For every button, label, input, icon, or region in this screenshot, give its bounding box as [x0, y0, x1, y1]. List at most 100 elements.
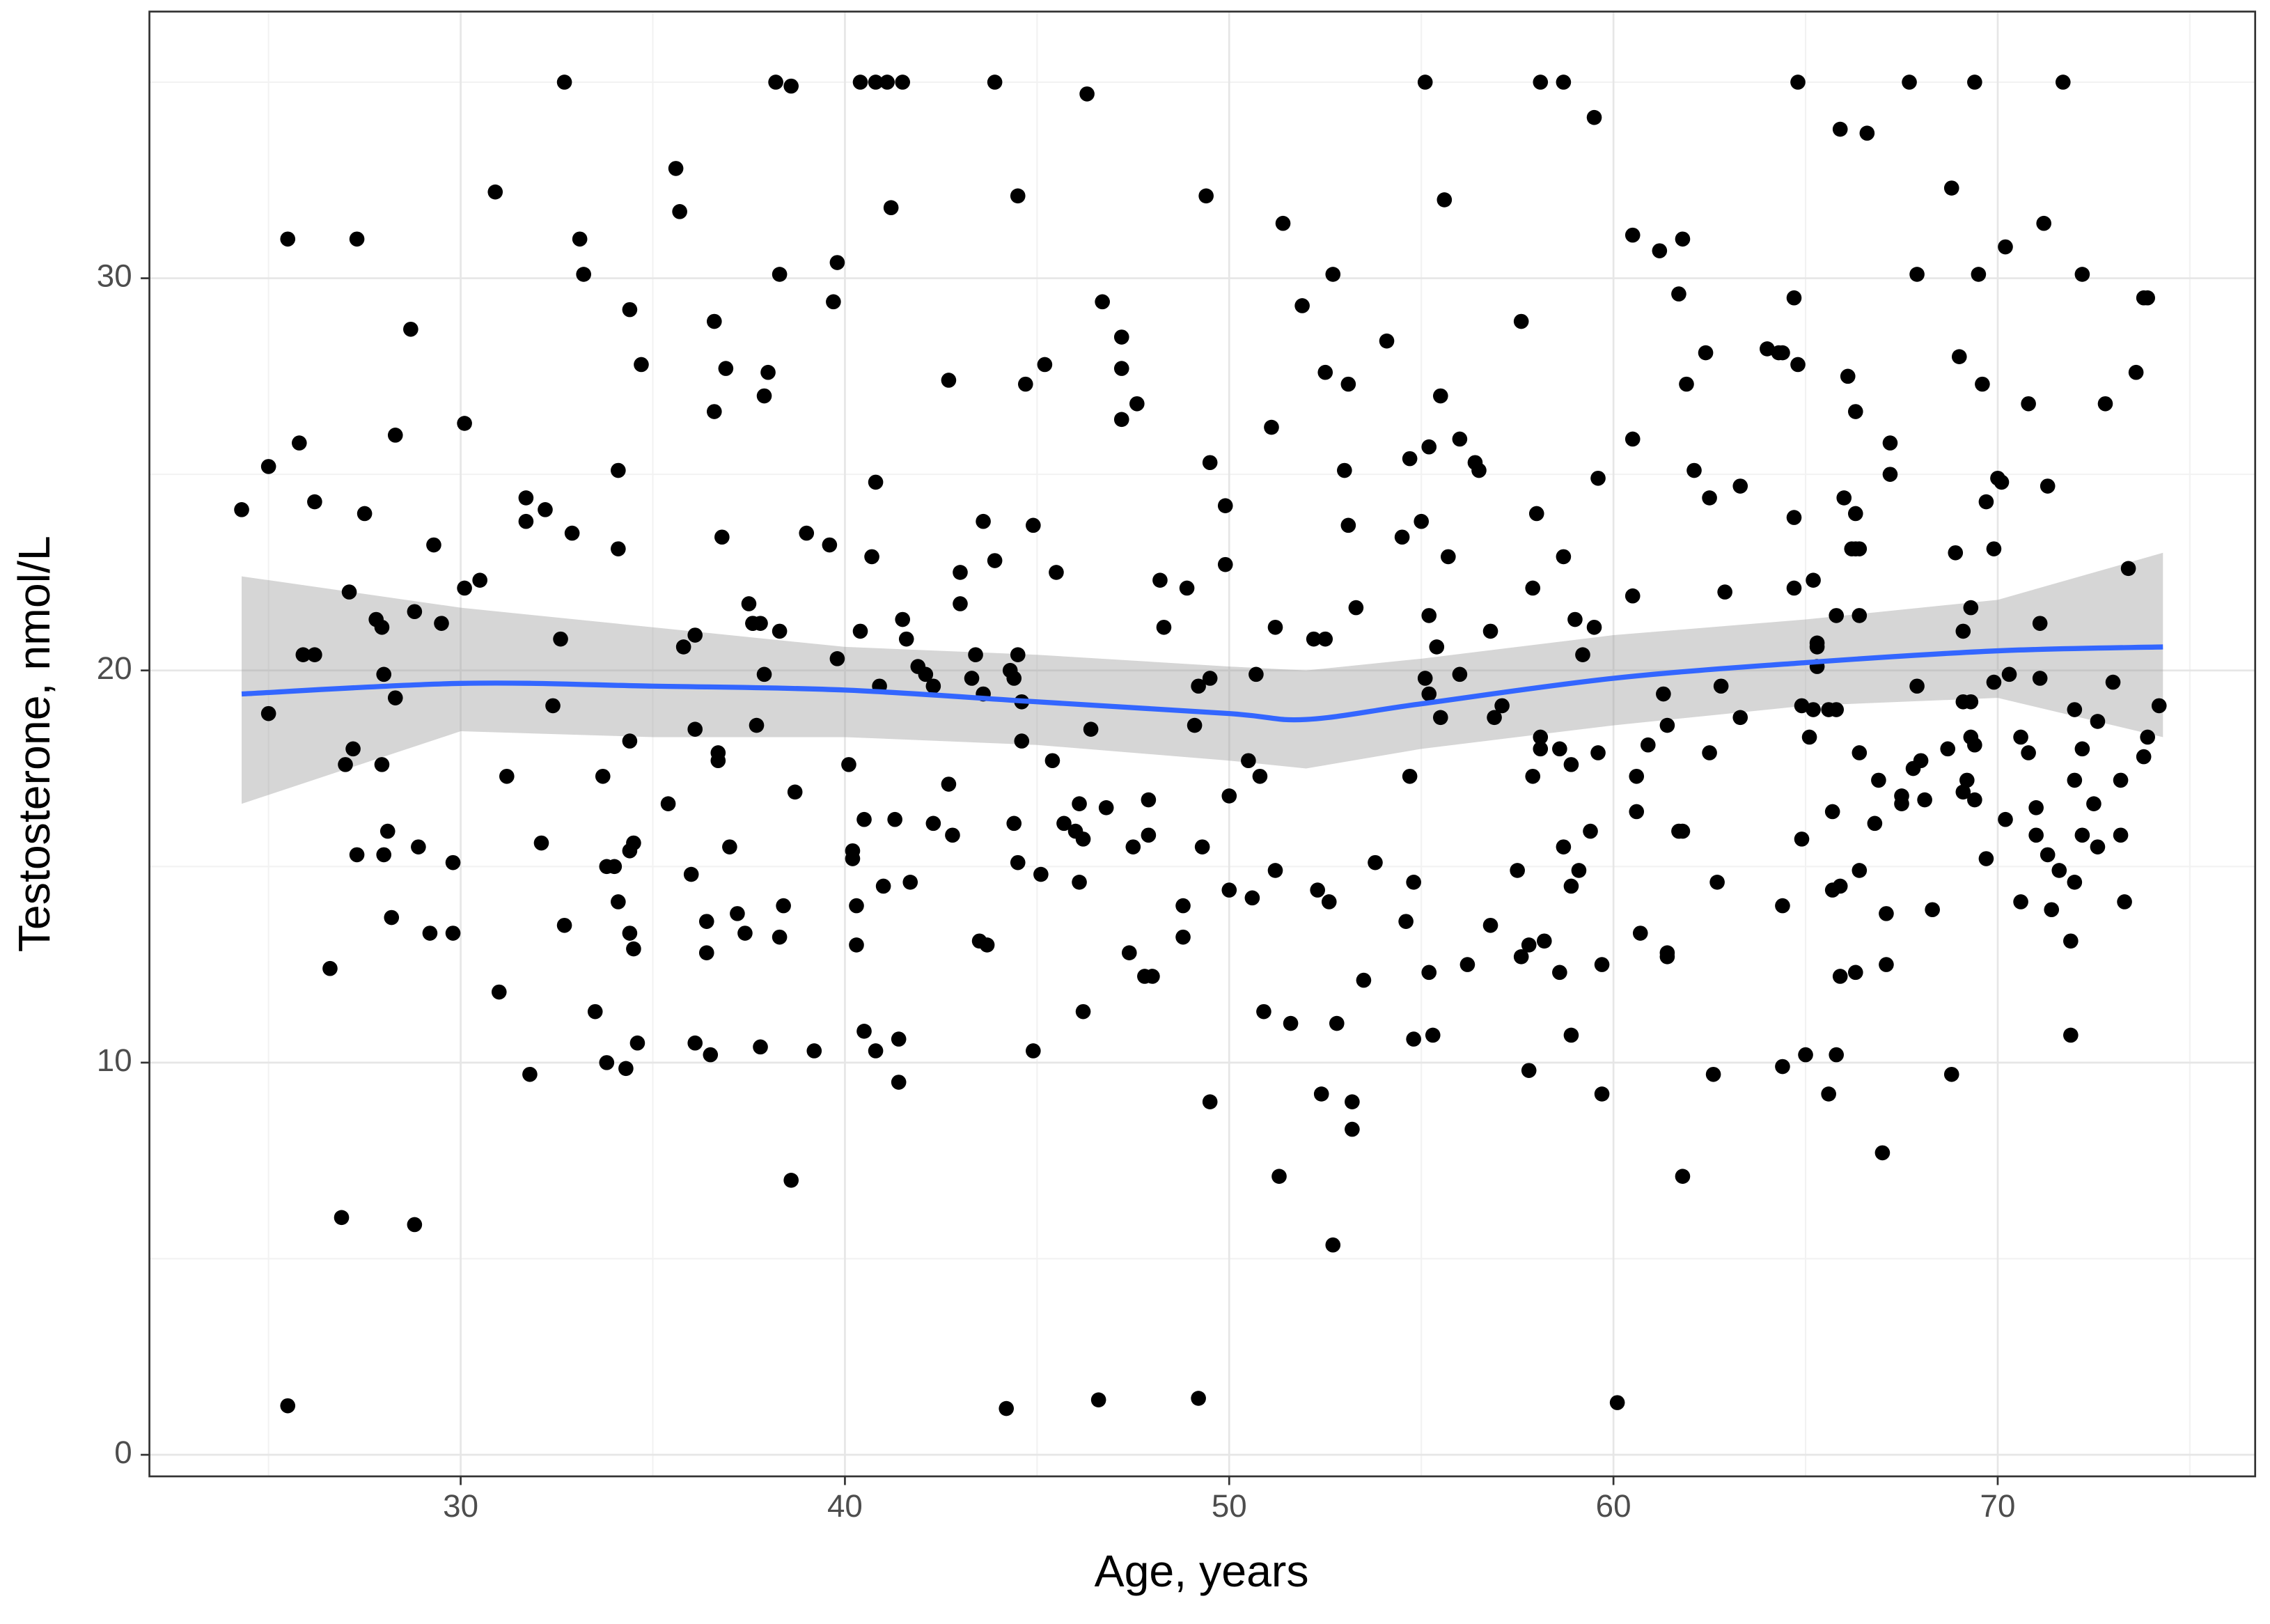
point	[829, 255, 845, 270]
point	[799, 525, 815, 541]
point	[1879, 957, 1894, 972]
point	[1632, 926, 1648, 941]
point	[1421, 965, 1437, 981]
point	[611, 894, 626, 909]
point	[1978, 851, 1994, 866]
point	[1271, 1169, 1287, 1184]
y-tick-label: 0	[114, 1435, 132, 1470]
point	[1852, 541, 1868, 556]
point	[1482, 917, 1498, 933]
point	[1340, 517, 1356, 533]
point	[384, 909, 400, 926]
point	[1337, 462, 1352, 478]
point	[1325, 1237, 1341, 1253]
point	[634, 357, 649, 373]
point	[1871, 772, 1886, 788]
point	[2117, 894, 2132, 909]
point	[2097, 396, 2113, 412]
point	[783, 78, 799, 94]
point	[1732, 478, 1748, 494]
point	[1283, 1015, 1299, 1031]
point	[1894, 796, 1909, 812]
point	[2063, 933, 2079, 949]
point	[457, 580, 472, 596]
point	[1786, 290, 1802, 306]
point	[1432, 710, 1448, 726]
x-tick-label: 50	[1212, 1488, 1247, 1524]
point	[1859, 125, 1875, 141]
point	[1402, 768, 1418, 784]
point	[1521, 1063, 1537, 1078]
point	[338, 757, 353, 772]
point	[1202, 455, 1218, 471]
point	[1006, 671, 1022, 686]
point	[953, 596, 968, 611]
point	[1432, 388, 1448, 404]
point	[1191, 678, 1206, 694]
point	[1563, 757, 1579, 772]
point	[1083, 721, 1099, 737]
point	[2074, 741, 2090, 757]
point	[2001, 666, 2017, 682]
point	[1625, 588, 1641, 604]
point	[868, 474, 884, 490]
point	[1801, 729, 1817, 745]
point	[1832, 121, 1848, 137]
point	[856, 811, 872, 827]
point	[1902, 75, 1917, 90]
point	[2136, 749, 2152, 765]
point	[1967, 737, 1982, 753]
point	[1705, 1066, 1721, 1082]
point	[718, 361, 734, 376]
point	[2074, 267, 2090, 282]
point	[987, 553, 1003, 568]
point	[852, 623, 868, 639]
point	[1121, 945, 1137, 960]
point	[1686, 462, 1702, 478]
point	[849, 937, 864, 953]
point	[1809, 635, 1825, 651]
point	[376, 666, 392, 682]
point	[1217, 498, 1233, 514]
panel-border	[148, 10, 2257, 1478]
point	[1998, 239, 2013, 255]
point	[1959, 772, 1975, 788]
point	[1179, 580, 1195, 596]
x-tick-label: 60	[1596, 1488, 1631, 1524]
point	[1832, 878, 1848, 894]
point	[564, 525, 580, 541]
y-tick-label: 10	[97, 1043, 132, 1078]
point	[1202, 1094, 1218, 1109]
point	[1963, 694, 1979, 710]
point	[1244, 890, 1260, 906]
point	[1702, 490, 1717, 506]
point	[1406, 1031, 1421, 1047]
point	[1652, 243, 1668, 258]
point	[2151, 698, 2167, 714]
point	[1248, 666, 1264, 682]
point	[1275, 215, 1291, 231]
point	[341, 584, 357, 600]
point	[1567, 611, 1583, 627]
point	[1256, 1004, 1271, 1020]
point	[706, 404, 722, 419]
point	[611, 541, 626, 556]
point	[1821, 1086, 1836, 1102]
point	[1786, 580, 1802, 596]
point	[576, 267, 591, 282]
point	[606, 859, 623, 875]
point	[1145, 969, 1160, 984]
point	[626, 941, 641, 957]
point	[1775, 1059, 1790, 1075]
point	[891, 1031, 907, 1047]
point	[457, 416, 472, 431]
point	[1586, 109, 1602, 125]
point	[491, 984, 507, 1000]
point	[1713, 678, 1729, 694]
point	[445, 926, 461, 941]
point	[772, 623, 788, 639]
point	[1313, 1086, 1329, 1102]
point	[1798, 1047, 1813, 1063]
point	[1656, 686, 1671, 702]
